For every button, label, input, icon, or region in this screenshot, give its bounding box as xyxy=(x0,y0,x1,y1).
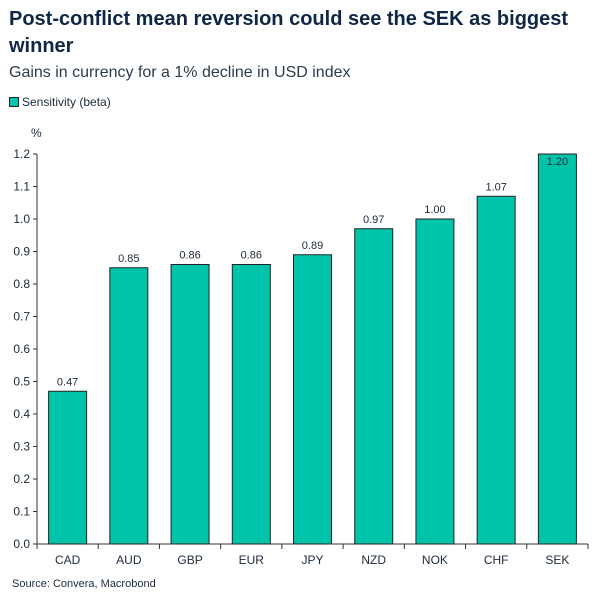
bar xyxy=(476,195,516,545)
data-label: 0.85 xyxy=(118,253,139,265)
source-note: Source: Convera, Macrobond xyxy=(12,578,156,590)
x-tick-label: EUR xyxy=(239,553,265,567)
x-tick-label: CHF xyxy=(484,553,509,567)
x-tick-label: GBP xyxy=(177,553,202,567)
y-tick-label: 0.7 xyxy=(13,310,30,324)
chart-subtitle: Gains in currency for a 1% decline in US… xyxy=(9,64,351,81)
x-tick-label: NOK xyxy=(422,553,448,567)
data-label: 0.86 xyxy=(241,250,262,262)
y-tick-label: 0.8 xyxy=(13,277,30,291)
data-label: 1.07 xyxy=(485,181,506,193)
bar xyxy=(170,264,210,545)
y-tick-label: 0.3 xyxy=(13,440,30,454)
y-axis-unit-label: % xyxy=(31,126,42,140)
y-tick-label: 1.2 xyxy=(13,147,30,161)
bar xyxy=(293,254,332,545)
x-tick-label: SEK xyxy=(545,553,569,567)
y-tick-label: 0.1 xyxy=(13,505,30,519)
x-tick-label: AUD xyxy=(116,553,142,567)
x-tick-label: CAD xyxy=(55,553,81,567)
y-tick-label: 0.9 xyxy=(13,245,30,259)
bar xyxy=(537,153,577,545)
x-tick-label: JPY xyxy=(301,553,323,567)
y-tick-label: 0.6 xyxy=(13,342,30,356)
y-tick-label: 1.0 xyxy=(13,212,30,226)
y-tick-label: 1.1 xyxy=(13,180,30,194)
bar xyxy=(231,264,271,545)
data-label: 1.20 xyxy=(547,156,568,168)
legend: Sensitivity (beta) xyxy=(9,95,111,109)
bar xyxy=(109,267,149,545)
data-label: 0.86 xyxy=(179,250,200,262)
data-label: 0.47 xyxy=(57,376,78,388)
bar xyxy=(354,228,394,545)
data-label: 1.00 xyxy=(424,204,445,216)
bar xyxy=(415,218,455,545)
data-label: 0.89 xyxy=(302,240,323,252)
legend-label: Sensitivity (beta) xyxy=(22,95,111,109)
y-tick-label: 0.5 xyxy=(13,375,30,389)
y-tick-label: 0.0 xyxy=(13,537,30,551)
y-tick-label: 0.4 xyxy=(13,407,30,421)
chart-title: Post-conflict mean reversion could see t… xyxy=(9,8,569,57)
data-label: 0.97 xyxy=(363,214,384,226)
legend-swatch xyxy=(9,97,19,107)
bar xyxy=(48,390,88,545)
x-tick-label: NZD xyxy=(361,553,386,567)
y-tick-label: 0.2 xyxy=(13,472,30,486)
